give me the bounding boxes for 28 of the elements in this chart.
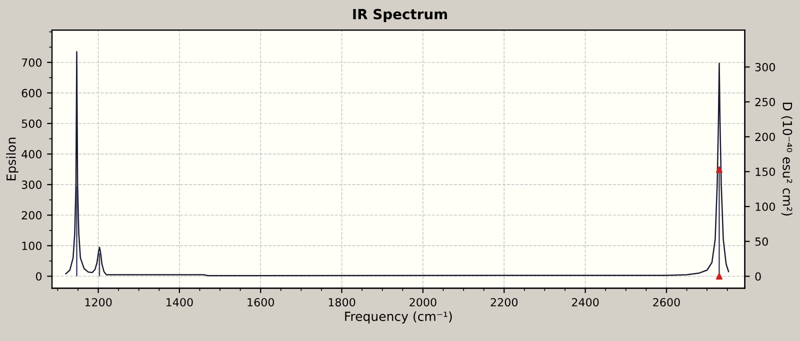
x-tick-label: 1800	[328, 298, 356, 306]
y2-tick-label: 250	[755, 98, 775, 106]
x-tick-label: 2600	[653, 298, 680, 306]
y2-axis-title: D (10⁻⁴⁰ esu² cm²)	[781, 102, 792, 216]
y2-tick-label: 100	[756, 202, 775, 211]
y-tick-label: 600	[22, 88, 42, 98]
y-tick-label: 0	[36, 272, 42, 281]
x-tick-label: 2200	[490, 298, 518, 306]
y2-tick-label: 0	[755, 272, 761, 281]
x-tick-label: 2400	[572, 298, 599, 306]
x-tick-label: 1400	[166, 298, 193, 306]
chart-title: IR Spectrum	[353, 8, 447, 22]
x-axis-title: Frequency (cm⁻¹)	[345, 311, 452, 324]
y-tick-label: 100	[22, 242, 42, 250]
y-tick-label: 300	[22, 180, 42, 189]
y2-tick-label: 200	[755, 132, 775, 142]
y-tick-label: 500	[22, 119, 42, 128]
y2-tick-label: 300	[755, 62, 775, 72]
x-tick-label: 1600	[248, 298, 274, 306]
y-tick-label: 700	[22, 58, 42, 67]
y2-tick-label: 150	[756, 168, 775, 176]
x-tick-label: 2000	[410, 298, 436, 306]
line-series	[65, 51, 730, 276]
y2-tick-label: 50	[755, 237, 768, 246]
y-axis-title: Epsilon	[6, 138, 18, 180]
x-tick-label: 1200	[85, 298, 112, 306]
y-tick-label: 200	[22, 211, 42, 220]
y-tick-label: 400	[22, 150, 42, 158]
